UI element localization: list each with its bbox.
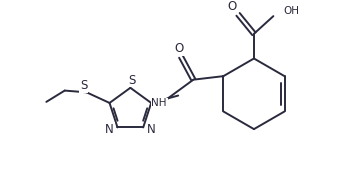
Text: O: O	[227, 0, 236, 13]
Text: S: S	[128, 73, 135, 87]
Text: O: O	[174, 42, 184, 56]
Text: OH: OH	[283, 6, 299, 16]
Text: NH: NH	[151, 98, 167, 108]
Text: N: N	[147, 123, 155, 136]
Text: N: N	[105, 123, 114, 136]
Text: S: S	[80, 79, 88, 92]
